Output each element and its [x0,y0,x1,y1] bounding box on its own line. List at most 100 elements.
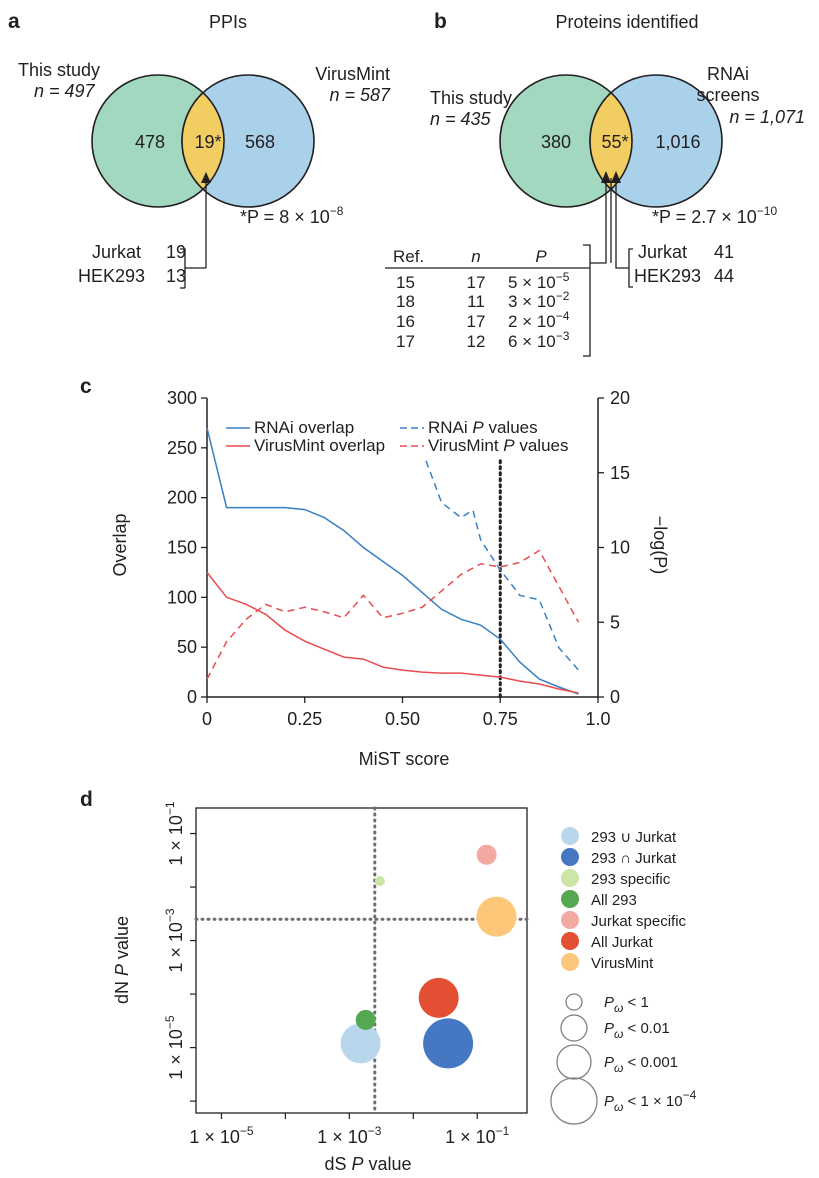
panel-d-ylabel: dN P value [112,916,132,1004]
d-bubble [476,896,517,937]
c-xtick-label: 0.25 [287,709,322,729]
c-ytick-label: 50 [177,637,197,657]
d-bubble [423,1018,474,1069]
table-cell-ref: 17 [396,332,415,351]
c-series-line [206,427,579,695]
venn-a-connector [180,178,207,289]
venn-a-pvalue: *P = 8 × 10−8 [240,204,344,227]
table-cell-p: 5 × 10−5 [508,270,570,292]
c-ytick-label: 300 [167,388,197,408]
c-y2tick-label: 15 [610,463,630,483]
venn-a-left-count: 478 [135,132,165,152]
venn-b-left-n: n = 435 [430,109,492,129]
d-legend-swatch [561,953,579,971]
panel-d-bubbles [340,844,517,1069]
venn-a-row-value: 19 [166,242,186,262]
d-legend-swatch [561,848,579,866]
venn-b-right-label: RNAi [707,64,749,84]
venn-b-right-n: n = 1,071 [729,107,805,127]
d-size-legend-circle [560,1014,588,1042]
panel-c-y2label: −log(P) [650,516,670,575]
venn-b-row-value: 44 [714,266,734,286]
c-ytick-label: 100 [167,587,197,607]
d-size-legend-label: Pω < 0.001 [604,1054,678,1075]
d-bubble [374,876,385,886]
venn-a-right-label: VirusMint [315,64,390,84]
table-cell-n: 11 [467,292,485,311]
d-legend-swatch [561,932,579,950]
table-cell-ref: 18 [396,292,415,311]
panel-a-title: PPIs [209,12,247,32]
venn-a-left-label: This study [18,60,100,80]
table-header: n [471,247,480,266]
table-cell-ref: 15 [396,273,415,292]
panel-c-ylabel: Overlap [110,513,130,576]
panel-a: a PPIs This study n = 497 VirusMint n = … [8,10,391,289]
c-series-line [206,549,580,680]
c-y2tick-label: 10 [610,538,630,558]
d-size-legend-circle [556,1044,592,1080]
d-legend-swatch [561,911,579,929]
d-xtick-label: 1 × 10−1 [445,1124,510,1147]
table-row: 15 17 5 × 10−5 [396,270,570,292]
panel-a-letter: a [8,10,20,33]
d-legend-swatch [561,869,579,887]
venn-b-row-label: HEK293 [634,266,701,286]
d-size-legend-label: Pω < 0.01 [604,1020,670,1041]
panel-d-letter: d [80,788,93,811]
d-bubble [340,1023,381,1064]
d-legend-label: 293 ∪ Jurkat [591,829,677,846]
panel-c-lines [206,427,580,695]
d-legend-label: All Jurkat [591,934,654,951]
c-ytick-label: 0 [187,687,197,707]
d-size-legend-label: Pω < 1 [604,994,649,1015]
venn-b-arrowhead [601,171,611,183]
panel-c-xlabel: MiST score [359,749,450,769]
panel-d-xlabel: dS P value [324,1154,411,1174]
d-legend-label: Jurkat specific [591,913,687,930]
d-ytick-label: 1 × 10−5 [163,1015,186,1080]
table-cell-p: 3 × 10−2 [508,289,570,311]
venn-b-right-label: screens [696,85,759,105]
panel-d-plot-frame [195,807,528,1114]
venn-a-row-value: 13 [166,266,186,286]
table-row: 18 11 3 × 10−2 [396,289,570,311]
venn-b-pvalue: *P = 2.7 × 10−10 [652,204,777,227]
d-xtick-label: 1 × 10−3 [317,1124,382,1147]
d-xtick-label: 1 × 10−5 [189,1124,254,1147]
d-legend-label: All 293 [591,892,637,909]
d-size-legend-label: Pω < 1 × 10−4 [604,1088,697,1114]
d-bubble [355,1009,376,1030]
d-legend-swatch [561,827,579,845]
panel-b: b Proteins identified This study n = 435… [385,10,805,357]
d-legend-label: 293 ∩ Jurkat [591,850,677,867]
d-ytick-label: 1 × 10−1 [163,801,186,866]
d-legend-label: 293 specific [591,871,671,888]
panel-d-legend: 293 ∪ Jurkat 293 ∩ Jurkat 293 specific All … [550,827,697,1125]
table-header: Ref. [393,247,424,266]
panel-b-title: Proteins identified [555,12,698,32]
venn-b-left-label: This study [430,88,512,108]
table-cell-n: 12 [467,332,486,351]
venn-a-arrowhead [201,172,211,183]
d-bubble [476,844,497,865]
panel-d-axes: 1 × 10−5 1 × 10−3 1 × 10−1 1 × 10−1 1 × 10−3… [163,801,529,1147]
venn-b-connectors [583,178,633,357]
table-row: 17 12 6 × 10−3 [396,329,570,351]
venn-b-right-count: 1,016 [655,132,700,152]
c-xtick-label: 0 [202,709,212,729]
table-cell-n: 17 [467,312,486,331]
c-y2tick-label: 0 [610,687,620,707]
venn-a-row-label: Jurkat [92,242,141,262]
panel-b-letter: b [434,10,447,33]
d-legend-swatch [561,890,579,908]
d-size-legend-circle [550,1077,598,1125]
d-legend-label: VirusMint [591,955,654,972]
c-ytick-label: 250 [167,438,197,458]
venn-a-left-n: n = 497 [34,81,96,101]
table-header: P [535,247,547,266]
